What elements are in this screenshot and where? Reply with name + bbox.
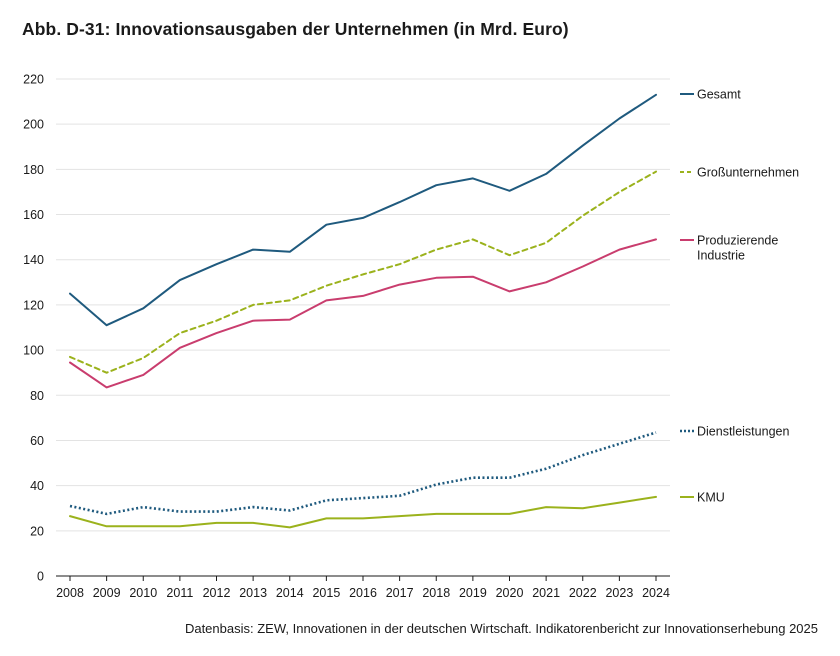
legend-label: Großunternehmen	[697, 166, 799, 180]
y-tick-label: 80	[30, 389, 44, 403]
legend: Gesamt Großunternehmen Produzierende Indust…	[680, 88, 799, 505]
y-tick-label: 200	[23, 118, 44, 132]
legend-label: KMU	[697, 491, 725, 505]
x-tick-label: 2010	[129, 586, 157, 600]
source-note: Datenbasis: ZEW, Innovationen in der deu…	[184, 621, 818, 636]
x-tick-label: 2018	[422, 586, 450, 600]
x-tick-label: 2021	[532, 586, 560, 600]
x-tick-label: 2013	[239, 586, 267, 600]
y-tick-label: 160	[23, 208, 44, 222]
x-tick-label: 2011	[166, 586, 193, 600]
y-tick-label: 60	[30, 434, 44, 448]
x-tick-label: 2014	[276, 586, 304, 600]
chart-title: Abb. D-31: Innovationsausgaben der Unter…	[22, 19, 569, 39]
y-tick-label: 20	[30, 524, 44, 538]
series-lines	[69, 93, 657, 529]
series-line-dienstleistungen	[69, 431, 657, 516]
series-line-gesamt	[69, 93, 657, 327]
legend-label: Dienstleistungen	[697, 425, 789, 439]
y-tick-label: 180	[23, 163, 44, 177]
x-tick-label: 2012	[203, 586, 231, 600]
y-tick-label: 140	[23, 253, 44, 267]
x-tick-label: 2008	[56, 586, 84, 600]
series-line-kmu	[69, 495, 657, 529]
x-tick-label: 2009	[93, 586, 121, 600]
x-tick-label: 2022	[569, 586, 597, 600]
x-tick-label: 2019	[459, 586, 487, 600]
x-tick-label: 2020	[496, 586, 524, 600]
y-tick-label: 220	[23, 73, 44, 87]
gridlines	[56, 78, 670, 532]
x-tick-label: 2016	[349, 586, 377, 600]
x-tick-label: 2017	[386, 586, 414, 600]
x-tick-label: 2024	[642, 586, 670, 600]
y-tick-label: 100	[23, 344, 44, 358]
series-line-produzierende-industrie	[69, 238, 657, 389]
y-tick-label: 120	[23, 298, 44, 312]
legend-label: Produzierende Industrie	[697, 234, 778, 263]
axes: 0 20 40 60 80 100 120 140 160 180 200 220 2008 2009 20…	[23, 73, 670, 600]
x-tick-label: 2015	[312, 586, 340, 600]
y-tick-label: 40	[30, 479, 44, 493]
x-tick-label: 2023	[605, 586, 633, 600]
series-line-gro-unternehmen	[69, 170, 657, 374]
y-tick-label: 0	[37, 570, 44, 584]
legend-label: Gesamt	[697, 88, 741, 102]
